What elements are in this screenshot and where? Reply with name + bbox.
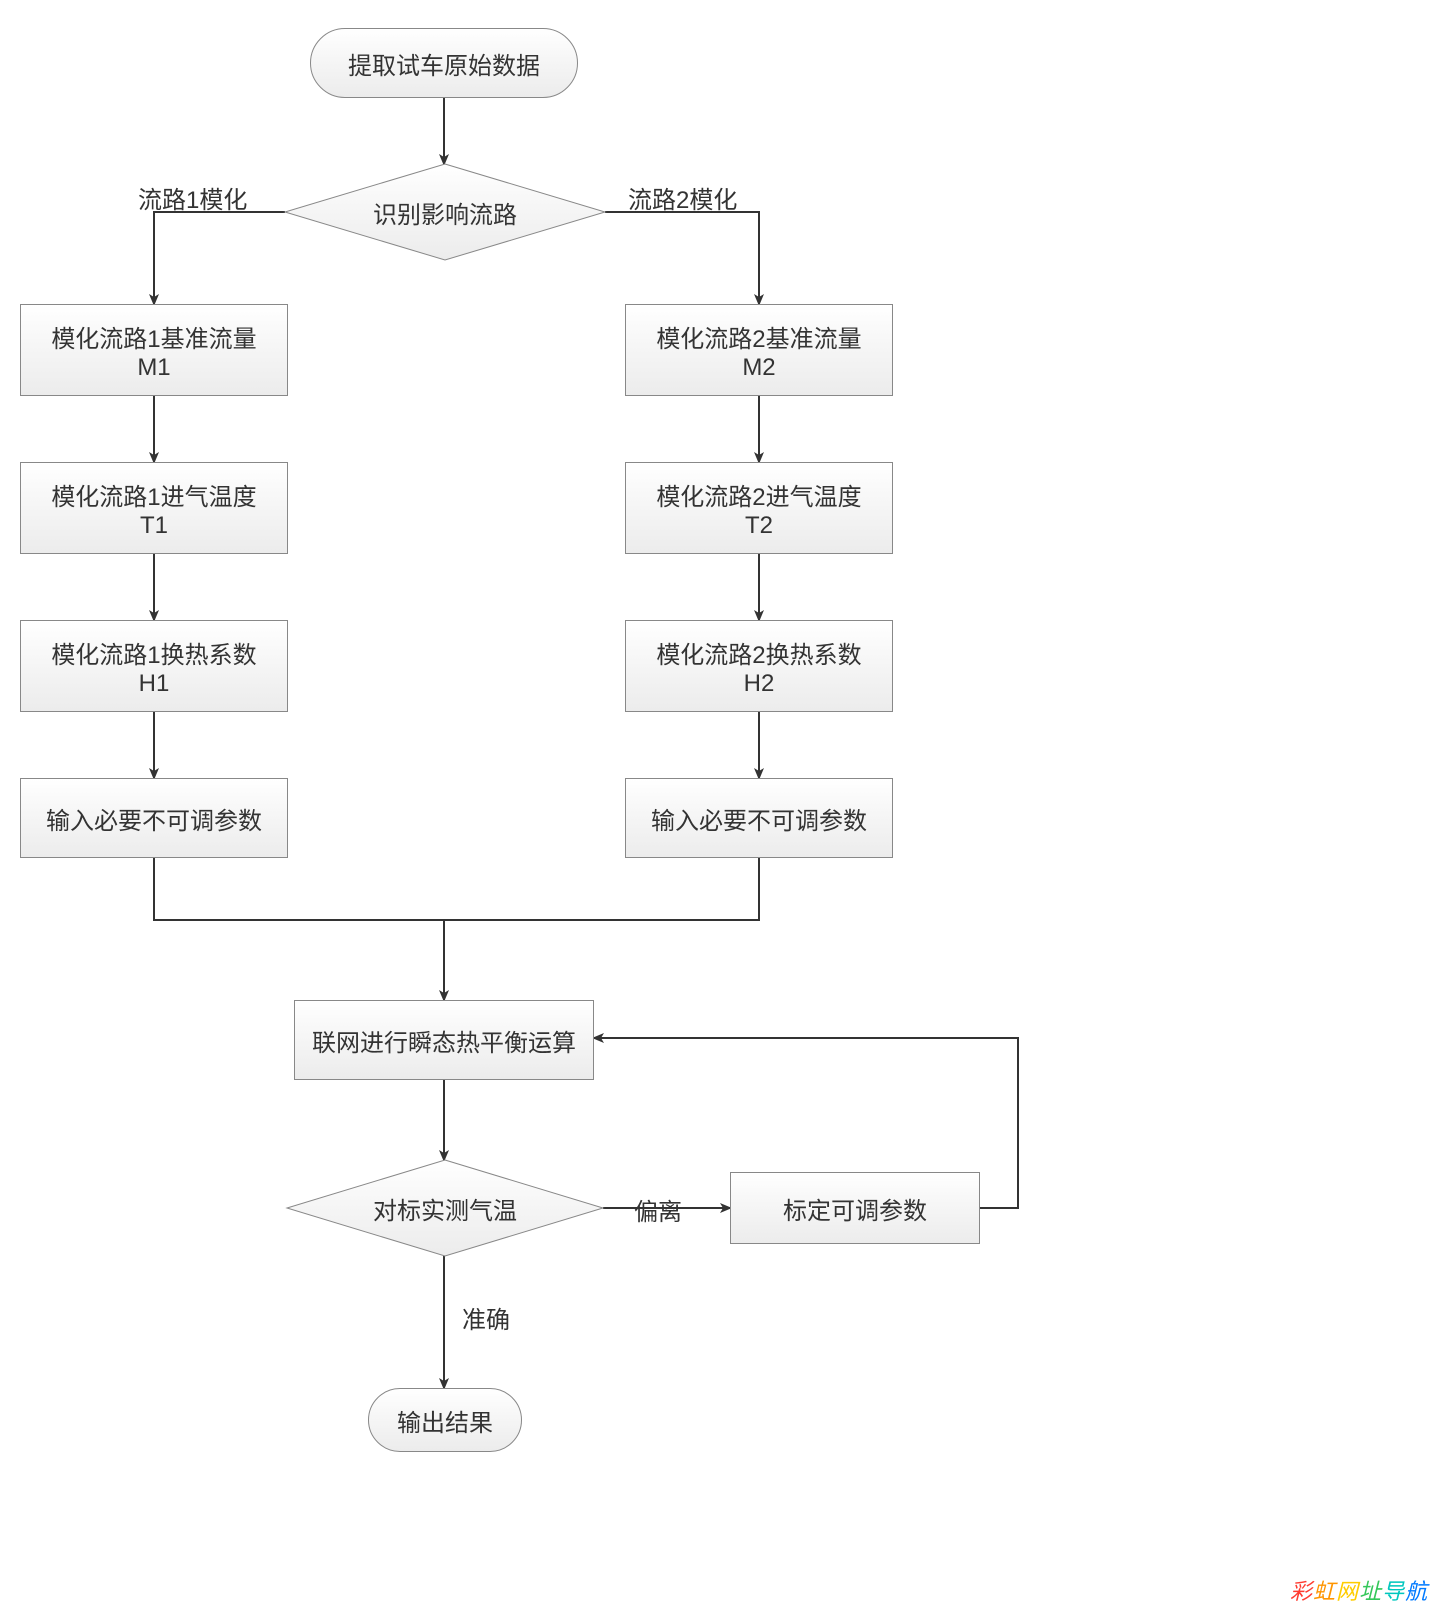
node-label: 联网进行瞬态热平衡运算 <box>312 1023 576 1058</box>
edge-label-branch-left: 流路1模化 <box>138 180 247 215</box>
edge-label-accurate: 准确 <box>462 1300 510 1335</box>
edge-9 <box>154 858 759 920</box>
node-label: 输出结果 <box>397 1403 493 1438</box>
node-label: 模化流路1进气温度T1 <box>51 477 256 540</box>
node-label: 输入必要不可调参数 <box>46 801 262 836</box>
edge-2 <box>605 212 759 304</box>
node-l2c: 模化流路2换热系数H2 <box>625 620 893 712</box>
node-calc: 联网进行瞬态热平衡运算 <box>294 1000 594 1080</box>
node-label: 模化流路1换热系数H1 <box>51 635 256 698</box>
edge-label-deviate: 偏离 <box>634 1192 682 1227</box>
decision-shape-decide2 <box>287 1160 603 1256</box>
node-label: 标定可调参数 <box>783 1191 927 1226</box>
node-label: 输入必要不可调参数 <box>651 801 867 836</box>
edge-1 <box>154 212 285 304</box>
node-label: 模化流路2换热系数H2 <box>656 635 861 698</box>
decision-shape-decide1 <box>285 164 605 260</box>
node-l1d: 输入必要不可调参数 <box>20 778 288 858</box>
node-l2b: 模化流路2进气温度T2 <box>625 462 893 554</box>
edge-label-branch-right: 流路2模化 <box>628 180 737 215</box>
node-l1b: 模化流路1进气温度T1 <box>20 462 288 554</box>
node-label: 提取试车原始数据 <box>348 46 540 81</box>
node-l1c: 模化流路1换热系数H1 <box>20 620 288 712</box>
node-end: 输出结果 <box>368 1388 522 1452</box>
node-calibrate: 标定可调参数 <box>730 1172 980 1244</box>
watermark: 彩虹网址导航 <box>1290 1574 1428 1606</box>
node-label: 模化流路2基准流量M2 <box>656 319 861 382</box>
node-label: 模化流路2进气温度T2 <box>656 477 861 540</box>
node-label: 模化流路1基准流量M1 <box>51 319 256 382</box>
node-l1a: 模化流路1基准流量M1 <box>20 304 288 396</box>
node-l2d: 输入必要不可调参数 <box>625 778 893 858</box>
node-start: 提取试车原始数据 <box>310 28 578 98</box>
node-l2a: 模化流路2基准流量M2 <box>625 304 893 396</box>
